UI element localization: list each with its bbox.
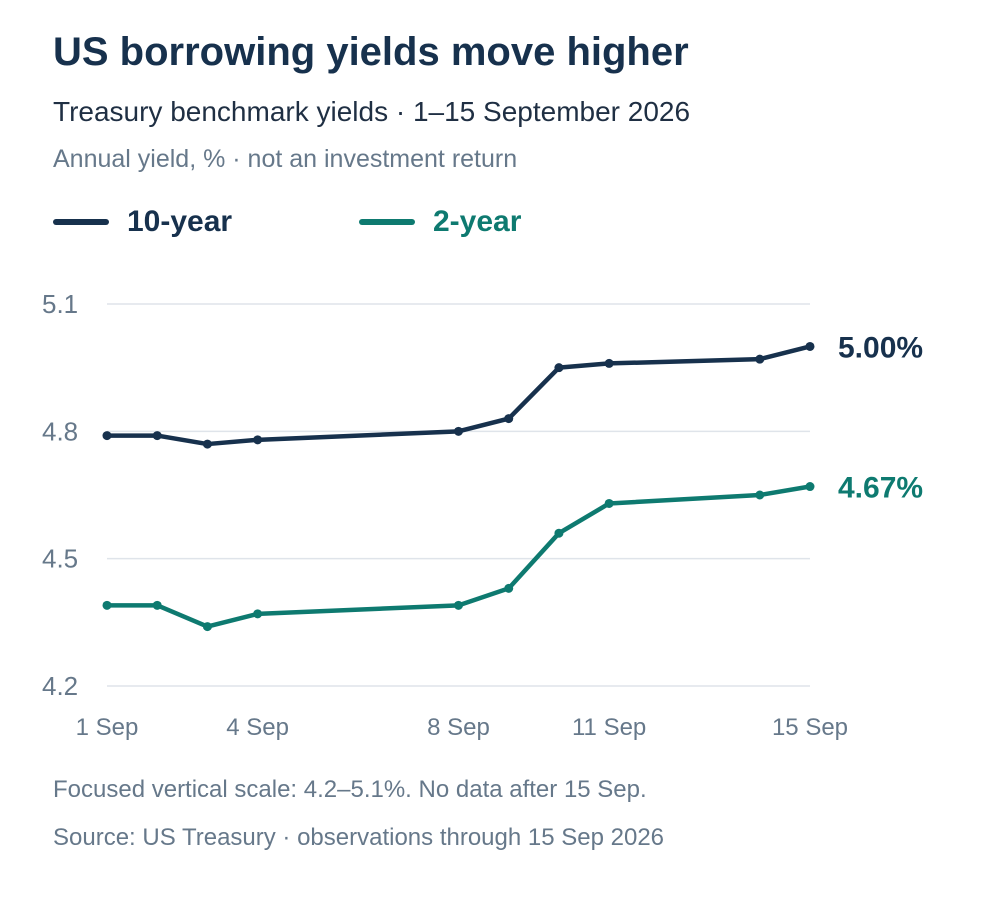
end-label-2-year: 4.67% <box>838 472 923 505</box>
x-tick-label: 11 Sep <box>572 714 646 741</box>
data-point-10-year <box>755 354 765 364</box>
data-point-2-year <box>152 600 162 610</box>
chart-title: US borrowing yields move higher <box>53 30 689 74</box>
data-point-10-year <box>253 435 263 445</box>
data-point-2-year <box>755 490 765 500</box>
data-point-10-year <box>604 358 614 368</box>
y-tick-label: 4.2 <box>42 671 78 701</box>
x-tick-label: 4 Sep <box>226 714 289 741</box>
data-point-2-year <box>805 482 815 492</box>
data-point-2-year <box>253 609 263 619</box>
scale-footnote: Focused vertical scale: 4.2–5.1%. No dat… <box>53 776 647 803</box>
legend-label-2-year: 2-year <box>433 205 522 238</box>
data-point-2-year <box>604 498 614 508</box>
y-tick-label: 4.8 <box>42 416 78 446</box>
data-point-10-year <box>504 414 514 424</box>
end-label-10-year: 5.00% <box>838 331 923 364</box>
data-point-10-year <box>102 431 112 441</box>
data-point-2-year <box>554 528 564 538</box>
data-point-10-year <box>454 426 463 436</box>
legend-label-10-year: 10-year <box>127 205 233 238</box>
x-tick-label: 1 Sep <box>76 714 139 741</box>
y-tick-label: 5.1 <box>42 289 78 319</box>
unit-note: Annual yield, % · not an investment retu… <box>53 145 518 173</box>
data-point-2-year <box>202 622 212 632</box>
x-tick-label: 15 Sep <box>772 714 848 741</box>
data-point-10-year <box>152 431 162 441</box>
data-point-2-year <box>454 600 463 610</box>
y-tick-label: 4.5 <box>42 544 78 574</box>
data-point-10-year <box>805 341 815 351</box>
source-note: Source: US Treasury · observations throu… <box>53 824 665 851</box>
data-point-10-year <box>554 363 564 373</box>
legend-swatch-2-year <box>359 219 415 225</box>
legend-item-2-year: 2-year <box>359 204 521 240</box>
chart-subtitle: Treasury benchmark yields · 1–15 Septemb… <box>53 96 691 127</box>
legend-item-10-year: 10-year <box>53 204 232 240</box>
series-line-10-year <box>104 344 813 447</box>
data-point-2-year <box>102 600 112 610</box>
data-point-10-year <box>202 439 212 449</box>
legend-swatch-10-year <box>53 219 109 225</box>
x-tick-label: 8 Sep <box>427 714 490 741</box>
data-point-2-year <box>504 583 514 593</box>
series-line-2-year <box>104 484 813 629</box>
